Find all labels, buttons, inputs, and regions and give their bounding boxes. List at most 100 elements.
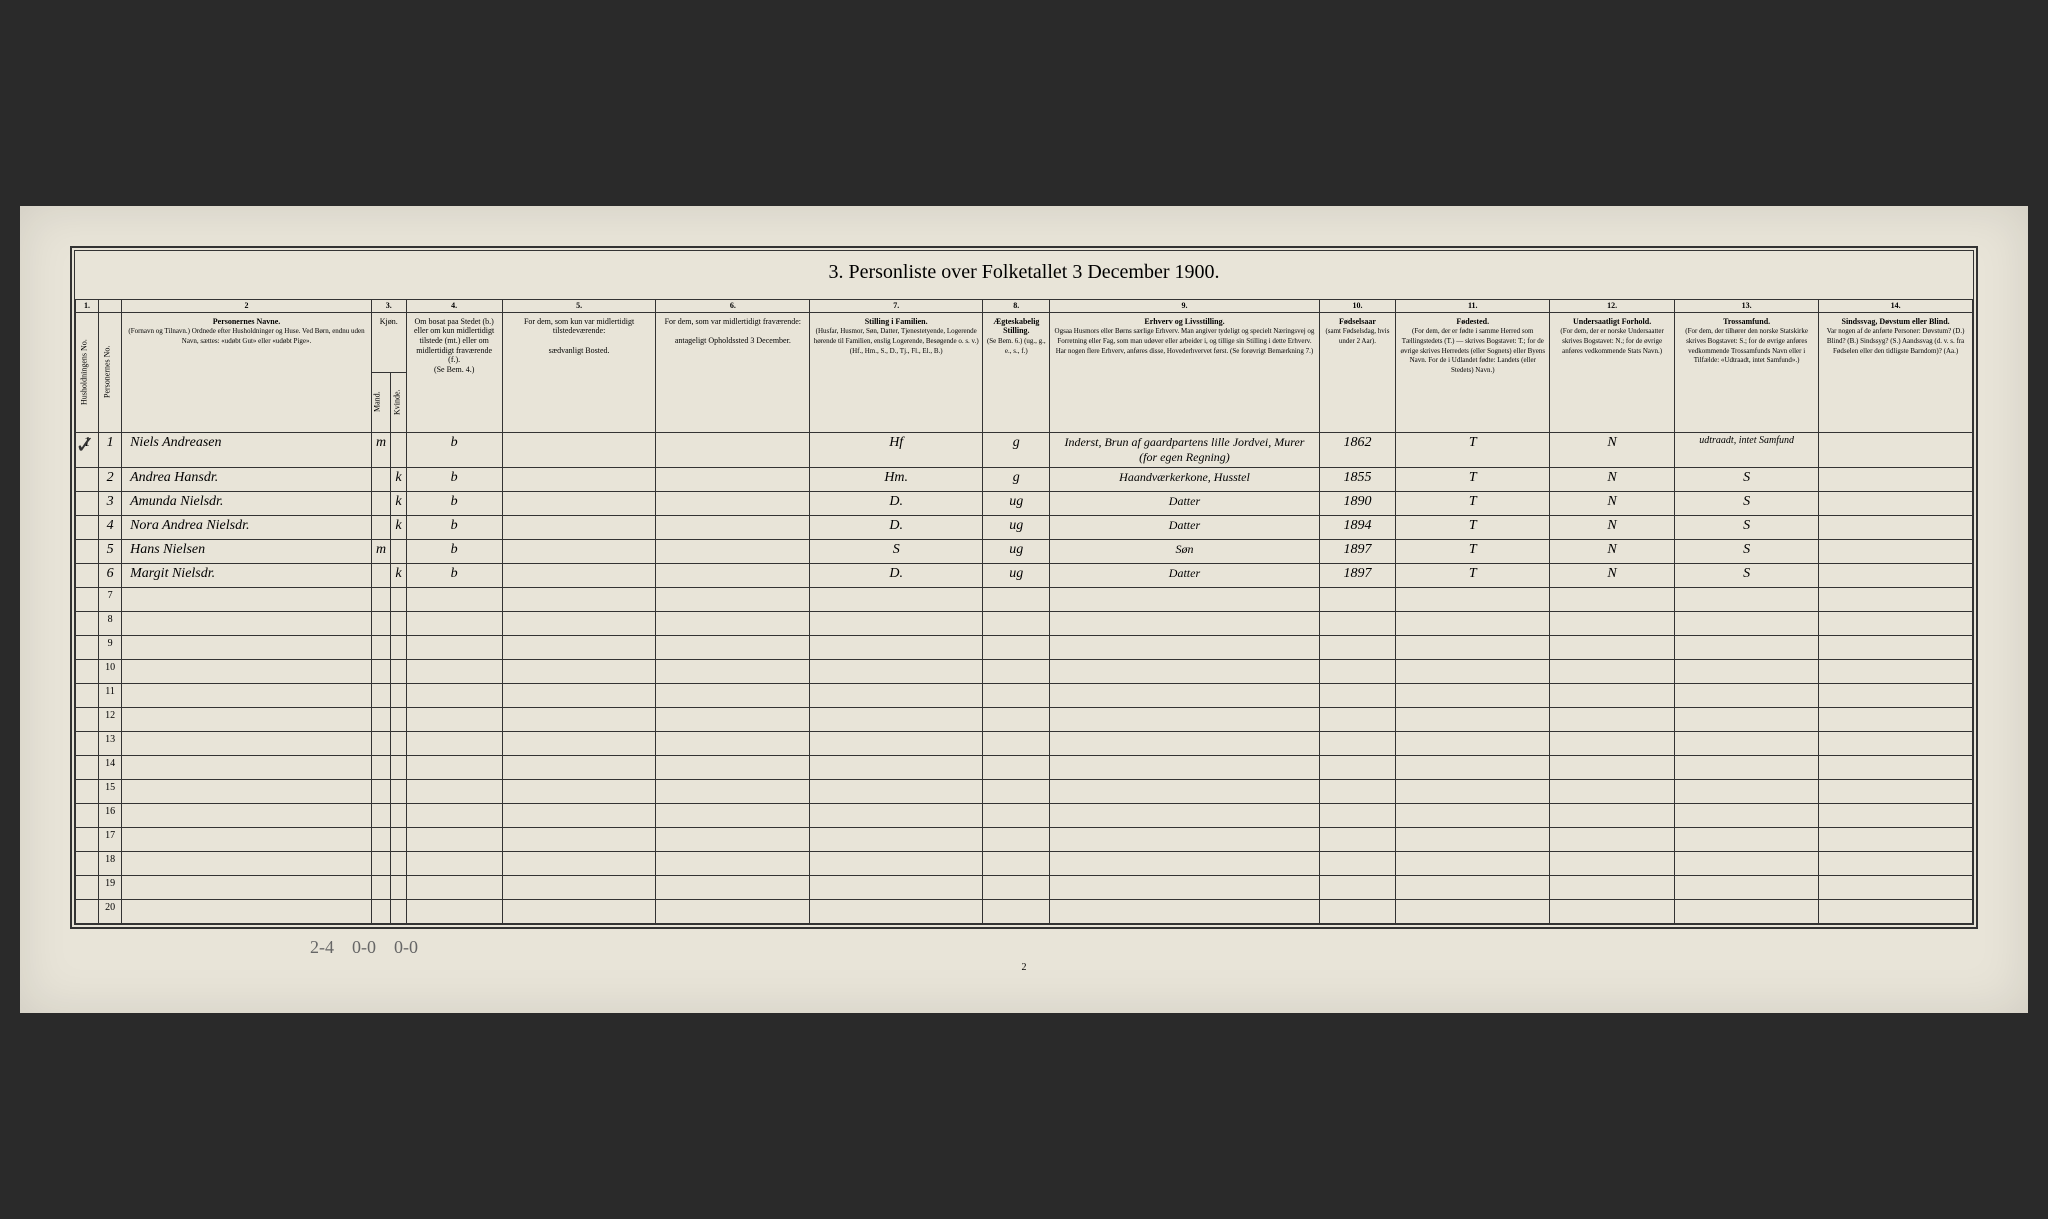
cell-marital: g xyxy=(983,467,1050,491)
cell-sex-m xyxy=(371,635,390,659)
cell-sex-k: k xyxy=(391,515,406,539)
cell-person-no: 3 xyxy=(99,491,122,515)
cell-temp-present xyxy=(502,899,656,923)
cell-family-pos: D. xyxy=(810,515,983,539)
cell-disability xyxy=(1819,587,1973,611)
cell-marital xyxy=(983,803,1050,827)
cell-nationality xyxy=(1550,827,1675,851)
cell-person-no: 5 xyxy=(99,539,122,563)
cell-family-pos xyxy=(810,587,983,611)
cell-residence xyxy=(406,683,502,707)
cell-temp-present xyxy=(502,515,656,539)
cell-person-no: 2 xyxy=(99,467,122,491)
col-num xyxy=(99,300,122,313)
header-person-no: Personernes No. xyxy=(99,312,122,432)
cell-sex-k xyxy=(391,731,406,755)
cell-name xyxy=(122,875,372,899)
cell-birthplace xyxy=(1396,755,1550,779)
footer-annotation: 2-4 0-0 0-0 xyxy=(70,937,1978,958)
cell-name: Nora Andrea Nielsdr. xyxy=(122,515,372,539)
cell-birth-year xyxy=(1319,827,1396,851)
inner-border: 3. Personliste over Folketallet 3 Decemb… xyxy=(74,250,1974,925)
cell-marital xyxy=(983,659,1050,683)
cell-temp-absent xyxy=(656,803,810,827)
cell-temp-absent xyxy=(656,587,810,611)
cell-nationality xyxy=(1550,635,1675,659)
cell-temp-absent xyxy=(656,851,810,875)
cell-sex-k: k xyxy=(391,491,406,515)
cell-birth-year: 1890 xyxy=(1319,491,1396,515)
cell-birth-year xyxy=(1319,683,1396,707)
cell-birth-year: 1894 xyxy=(1319,515,1396,539)
cell-birthplace: T xyxy=(1396,515,1550,539)
cell-religion: S xyxy=(1675,563,1819,587)
column-number-row: 1. 2 3. 4. 5. 6. 7. 8. 9. 10. 11. 12. 13… xyxy=(76,300,1973,313)
cell-nationality xyxy=(1550,779,1675,803)
cell-occupation xyxy=(1050,827,1319,851)
cell-temp-present xyxy=(502,683,656,707)
cell-temp-absent xyxy=(656,432,810,467)
cell-birth-year xyxy=(1319,731,1396,755)
cell-temp-present xyxy=(502,432,656,467)
cell-birth-year xyxy=(1319,779,1396,803)
cell-residence: b xyxy=(406,491,502,515)
cell-sex-m xyxy=(371,875,390,899)
col-num: 13. xyxy=(1675,300,1819,313)
cell-nationality xyxy=(1550,683,1675,707)
cell-birthplace: T xyxy=(1396,539,1550,563)
col-num: 12. xyxy=(1550,300,1675,313)
checkmark: ✓ xyxy=(75,431,95,460)
cell-sex-m xyxy=(371,611,390,635)
cell-occupation: Haandværkerkone, Husstel xyxy=(1050,467,1319,491)
cell-occupation xyxy=(1050,707,1319,731)
cell-sex-m xyxy=(371,899,390,923)
header-sex: Kjøn. xyxy=(371,312,406,372)
cell-religion xyxy=(1675,779,1819,803)
cell-disability xyxy=(1819,539,1973,563)
table-row: 14 xyxy=(76,755,1973,779)
cell-disability xyxy=(1819,432,1973,467)
cell-residence xyxy=(406,755,502,779)
table-row: 10 xyxy=(76,659,1973,683)
cell-person-no: 1 xyxy=(99,432,122,467)
cell-household xyxy=(76,755,99,779)
table-row: 11 xyxy=(76,683,1973,707)
cell-religion xyxy=(1675,635,1819,659)
cell-religion xyxy=(1675,683,1819,707)
cell-temp-absent xyxy=(656,659,810,683)
page-number: 2 xyxy=(70,962,1978,973)
cell-birth-year xyxy=(1319,755,1396,779)
cell-temp-absent xyxy=(656,707,810,731)
header-religion: Trossamfund. (For dem, der tilhører den … xyxy=(1675,312,1819,432)
cell-nationality: N xyxy=(1550,539,1675,563)
outer-border: 3. Personliste over Folketallet 3 Decemb… xyxy=(70,246,1978,929)
cell-family-pos: D. xyxy=(810,563,983,587)
cell-disability xyxy=(1819,515,1973,539)
cell-residence xyxy=(406,899,502,923)
cell-temp-present xyxy=(502,539,656,563)
cell-marital: ug xyxy=(983,515,1050,539)
cell-disability xyxy=(1819,563,1973,587)
cell-temp-present xyxy=(502,563,656,587)
cell-sex-k xyxy=(391,659,406,683)
header-temp-absent: For dem, som var midlertidigt fraværende… xyxy=(656,312,810,432)
cell-family-pos: Hf xyxy=(810,432,983,467)
table-body: 1 1 Niels Andreasen m b Hf g Inderst, Br… xyxy=(76,432,1973,923)
cell-household xyxy=(76,851,99,875)
cell-birth-year xyxy=(1319,899,1396,923)
cell-residence xyxy=(406,827,502,851)
cell-nationality xyxy=(1550,707,1675,731)
cell-temp-absent xyxy=(656,779,810,803)
cell-sex-m xyxy=(371,707,390,731)
cell-marital xyxy=(983,827,1050,851)
cell-nationality: N xyxy=(1550,491,1675,515)
cell-religion xyxy=(1675,851,1819,875)
cell-sex-k xyxy=(391,539,406,563)
header-occupation: Erhverv og Livsstilling. Ogsaa Husmors e… xyxy=(1050,312,1319,432)
cell-sex-k xyxy=(391,587,406,611)
header-temp-present: For dem, som kun var midlertidigt tilste… xyxy=(502,312,656,432)
cell-marital xyxy=(983,899,1050,923)
cell-birth-year: 1897 xyxy=(1319,563,1396,587)
table-row: 4 Nora Andrea Nielsdr. k b D. ug Datter … xyxy=(76,515,1973,539)
cell-temp-absent xyxy=(656,563,810,587)
